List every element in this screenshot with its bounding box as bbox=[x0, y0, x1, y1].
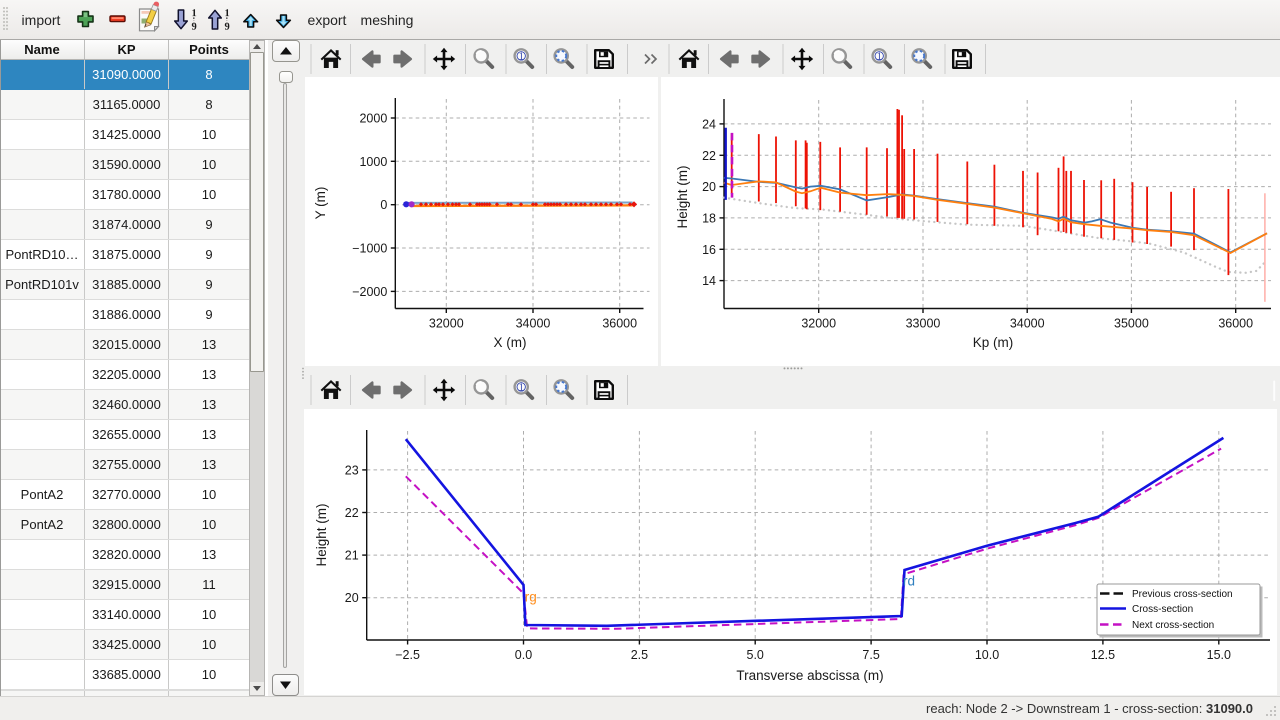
svg-text:33000: 33000 bbox=[906, 317, 941, 331]
svg-text:rd: rd bbox=[903, 574, 915, 589]
svg-text:X (m): X (m) bbox=[494, 335, 527, 350]
svg-text:10.0: 10.0 bbox=[975, 648, 999, 662]
svg-text:1000: 1000 bbox=[359, 155, 387, 169]
svg-text:34000: 34000 bbox=[1010, 317, 1045, 331]
svg-text:16: 16 bbox=[702, 243, 716, 257]
svg-text:9: 9 bbox=[191, 22, 196, 33]
svg-text:Y (m): Y (m) bbox=[313, 187, 328, 220]
svg-text:−2.5: −2.5 bbox=[395, 648, 420, 662]
svg-text:20: 20 bbox=[345, 591, 359, 605]
svg-text:22: 22 bbox=[702, 149, 716, 163]
svg-text:−1000: −1000 bbox=[352, 242, 387, 256]
svg-text:0.0: 0.0 bbox=[515, 648, 532, 662]
svg-text:7.5: 7.5 bbox=[862, 648, 879, 662]
svg-text:32000: 32000 bbox=[801, 317, 836, 331]
svg-text:1: 1 bbox=[224, 8, 229, 19]
svg-text:0: 0 bbox=[380, 198, 387, 212]
svg-text:20: 20 bbox=[702, 180, 716, 194]
svg-text:22: 22 bbox=[345, 506, 359, 520]
svg-text:36000: 36000 bbox=[602, 317, 637, 331]
svg-text:export: export bbox=[308, 12, 347, 28]
svg-text:import: import bbox=[22, 12, 61, 28]
svg-text:23: 23 bbox=[345, 463, 359, 477]
svg-text:14: 14 bbox=[702, 274, 716, 288]
svg-text:rg: rg bbox=[525, 590, 537, 605]
svg-text:Transverse abscissa (m): Transverse abscissa (m) bbox=[736, 668, 883, 683]
svg-text:2000: 2000 bbox=[359, 112, 387, 126]
svg-text:5.0: 5.0 bbox=[747, 648, 764, 662]
svg-text:35000: 35000 bbox=[1114, 317, 1149, 331]
svg-text:−2000: −2000 bbox=[352, 285, 387, 299]
svg-text:36000: 36000 bbox=[1218, 317, 1253, 331]
svg-text:Next cross-section: Next cross-section bbox=[1132, 620, 1214, 631]
svg-text:24: 24 bbox=[702, 117, 716, 131]
svg-text:Height (m): Height (m) bbox=[675, 165, 690, 228]
svg-text:9: 9 bbox=[224, 22, 229, 33]
svg-text:Cross-section: Cross-section bbox=[1132, 604, 1193, 615]
svg-text:12.5: 12.5 bbox=[1091, 648, 1115, 662]
svg-text:18: 18 bbox=[702, 211, 716, 225]
svg-text:Previous cross-section: Previous cross-section bbox=[1132, 589, 1233, 600]
svg-text:34000: 34000 bbox=[516, 317, 551, 331]
svg-text:Height (m): Height (m) bbox=[314, 503, 329, 566]
svg-text:21: 21 bbox=[345, 549, 359, 563]
svg-text:meshing: meshing bbox=[361, 12, 414, 28]
svg-text:15.0: 15.0 bbox=[1207, 648, 1231, 662]
svg-text:2.5: 2.5 bbox=[631, 648, 648, 662]
svg-text:32000: 32000 bbox=[429, 317, 464, 331]
svg-text:Kp (m): Kp (m) bbox=[973, 335, 1014, 350]
svg-text:1: 1 bbox=[191, 8, 196, 19]
